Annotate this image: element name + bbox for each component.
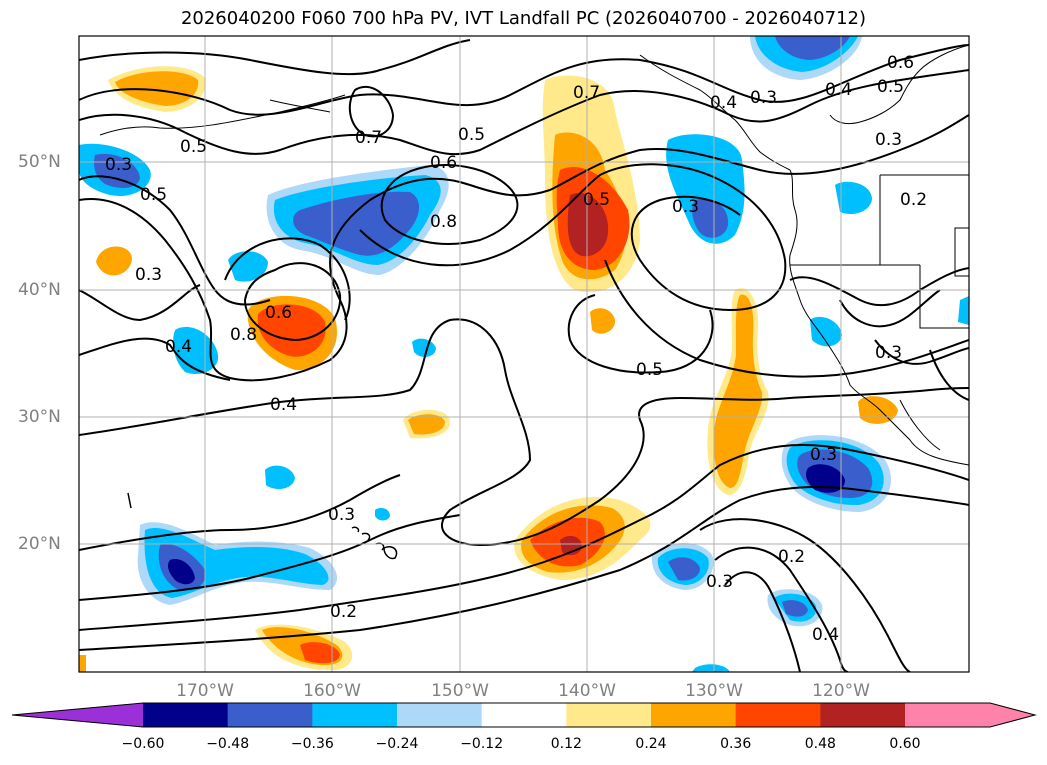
- lat-label-40n: 40°N: [18, 280, 61, 300]
- lat-label-30n: 30°N: [18, 407, 61, 427]
- contour-label: 0.5: [877, 77, 904, 97]
- colorbar-cell: [566, 703, 652, 727]
- lon-label-130w: 130°W: [685, 681, 743, 701]
- contour-label: 0.6: [430, 153, 457, 173]
- contour-label: 0.5: [140, 185, 167, 205]
- lat-label-20n: 20°N: [18, 534, 61, 554]
- contour-label: 0.2: [778, 547, 805, 567]
- colorbar-tick-label: −0.12: [460, 736, 504, 752]
- contour-label: 0.3: [750, 88, 777, 108]
- lon-label-140w: 140°W: [558, 681, 616, 701]
- contour-label: 0.4: [812, 625, 839, 645]
- contour-label: 0.6: [265, 303, 292, 323]
- contour-labels: 0.7 0.6 0.5 0.4 0.3 0.2 0.8 0.6 0.5 0.7 …: [105, 53, 927, 645]
- colorbar-extend-high: [990, 703, 1035, 727]
- lon-label-150w: 150°W: [431, 681, 489, 701]
- contour-label: 0.5: [458, 125, 485, 145]
- colorbar: [11, 702, 1037, 728]
- colorbar-tick-label: 0.36: [720, 736, 752, 752]
- colorbar-tick-label: 0.24: [635, 736, 667, 752]
- colorbar-cell: [905, 703, 990, 727]
- contour-label: 0.2: [900, 190, 927, 210]
- contour-label: 0.3: [135, 265, 162, 285]
- colorbar-cell: [143, 703, 229, 727]
- colorbar-cell: [312, 703, 398, 727]
- colorbar-tick-label: 0.12: [550, 736, 582, 752]
- colorbar-extend-low: [12, 703, 143, 727]
- colorbar-cell: [397, 703, 483, 727]
- contour-label: 0.4: [825, 80, 852, 100]
- contour-label: 0.2: [330, 602, 357, 622]
- contour-label: 0.3: [810, 445, 837, 465]
- contour-label: 0.8: [230, 325, 257, 345]
- pv-contours: [79, 39, 969, 672]
- contour-label: 0.7: [573, 83, 600, 103]
- coastlines: [99, 44, 969, 466]
- contour-label: 0.8: [430, 212, 457, 232]
- colorbar-cell: [227, 703, 313, 727]
- lon-label-160w: 160°W: [303, 681, 361, 701]
- positive-anomaly-shading: [79, 66, 898, 672]
- colorbar-tick-label: −0.24: [375, 736, 419, 752]
- contour-label: 0.3: [875, 130, 902, 150]
- lon-label-170w: 170°W: [176, 681, 234, 701]
- colorbar-tick-label: −0.60: [121, 736, 165, 752]
- map-frame: [78, 35, 970, 673]
- contour-label: 0.3: [875, 343, 902, 363]
- lon-label-120w: 120°W: [812, 681, 870, 701]
- contour-label: 0.4: [270, 395, 297, 415]
- colorbar-cell: [651, 703, 737, 727]
- lat-label-50n: 50°N: [18, 152, 61, 172]
- contour-label: 0.5: [636, 360, 663, 380]
- contour-label: 0.3: [672, 197, 699, 217]
- contour-label: 0.3: [105, 155, 132, 175]
- contour-label: 0.5: [180, 137, 207, 157]
- colorbar-cell: [481, 703, 567, 727]
- colorbar-tick-label: −0.48: [206, 736, 250, 752]
- map-panel: 0.7 0.6 0.5 0.4 0.3 0.2 0.8 0.6 0.5 0.7 …: [78, 35, 970, 673]
- colorbar-tick-label: −0.36: [290, 736, 334, 752]
- gridlines: [79, 36, 969, 672]
- contour-label: 0.7: [355, 128, 382, 148]
- colorbar-tick-label: 0.60: [889, 736, 921, 752]
- contour-label: 0.3: [328, 505, 355, 525]
- colorbar-cell: [735, 703, 821, 727]
- map-title: 2026040200 F060 700 hPa PV, IVT Landfall…: [180, 8, 867, 29]
- contour-label: 0.5: [583, 190, 610, 210]
- contour-label: 0.3: [706, 572, 733, 592]
- colorbar-tick-label: 0.48: [804, 736, 836, 752]
- contour-label: 0.6: [887, 53, 914, 73]
- colorbar-cell: [820, 703, 906, 727]
- negative-anomaly-shading: [79, 36, 969, 672]
- contour-label: 0.4: [165, 337, 192, 357]
- contour-label: 0.4: [710, 93, 737, 113]
